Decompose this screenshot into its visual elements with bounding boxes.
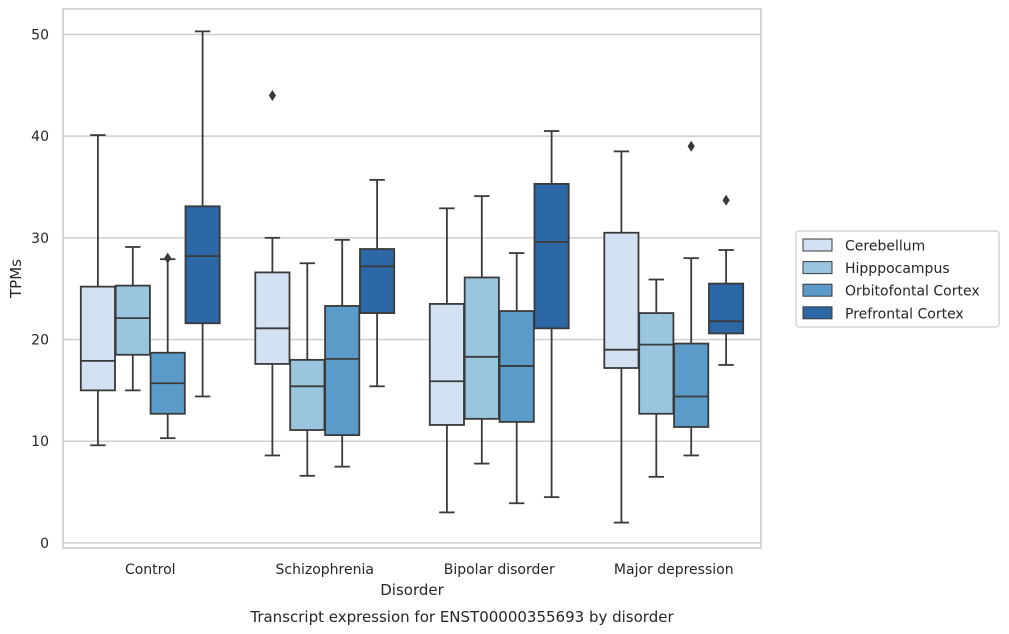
box-iqr (79, 285, 116, 392)
legend-swatch (802, 261, 833, 275)
x-tick-label: Schizophrenia (276, 562, 374, 578)
box-iqr (324, 305, 361, 437)
box-iqr (603, 231, 640, 369)
box-outlier (268, 89, 276, 101)
y-tick-label: 30 (31, 231, 49, 247)
y-tick-label: 50 (31, 27, 49, 43)
x-tick-label: Control (125, 562, 176, 578)
legend: Cerebellum Hipppocampus Orbitofontal Corte… (795, 230, 1000, 328)
legend-label: Cerebellum (845, 239, 925, 255)
box-group (114, 246, 151, 392)
box-group (79, 134, 116, 447)
box-group (603, 150, 640, 524)
box-group (324, 238, 361, 468)
box-iqr (708, 282, 745, 335)
y-tick-label: 20 (31, 333, 49, 349)
legend-frame (795, 230, 1000, 328)
box-group (254, 89, 291, 457)
plot-area-frame (62, 8, 762, 549)
legend-label: Orbitofontal Cortex (845, 284, 980, 300)
box-iqr (289, 358, 326, 431)
box-outlier (722, 194, 730, 206)
y-axis-ticks: 0 10 20 30 40 50 (31, 27, 49, 551)
y-axis-label: TPMs (7, 259, 25, 299)
legend-swatch (802, 306, 833, 320)
box-iqr (114, 284, 151, 356)
box-group (708, 194, 745, 366)
box-group (638, 278, 675, 478)
box-iqr (673, 342, 710, 428)
box-outlier (164, 252, 172, 264)
x-tick-label: Bipolar disorder (444, 562, 555, 578)
y-tick-label: 10 (31, 434, 49, 450)
box-group (359, 178, 396, 388)
box-group (533, 130, 570, 499)
box-iqr (254, 271, 291, 365)
legend-swatch (802, 283, 833, 297)
box-group (289, 262, 326, 477)
y-tick-label: 40 (31, 129, 49, 145)
y-tick-label: 0 (40, 536, 49, 552)
x-axis-ticks: Control Schizophrenia Bipolar disorder Majo… (125, 562, 734, 578)
chart-caption: Transcript expression for ENST0000035569… (249, 608, 674, 626)
box-group (498, 252, 535, 505)
x-axis-label: Disorder (380, 581, 444, 599)
box-iqr (359, 248, 396, 314)
grid-lines (63, 33, 761, 544)
box-group (149, 252, 186, 440)
x-tick-label: Major depression (614, 562, 734, 578)
box-iqr (184, 205, 221, 325)
box-group (463, 195, 500, 465)
box-iqr (428, 303, 465, 426)
legend-label: Prefrontal Cortex (845, 306, 964, 322)
box-series-group (79, 30, 745, 524)
box-iqr (463, 276, 500, 420)
box-outlier (687, 140, 695, 152)
box-iqr (638, 312, 675, 415)
box-group (673, 140, 710, 457)
box-group (428, 207, 465, 514)
box-group (184, 30, 221, 398)
legend-label: Hipppocampus (845, 261, 950, 277)
legend-swatch (802, 238, 833, 252)
box-iqr (533, 183, 570, 330)
